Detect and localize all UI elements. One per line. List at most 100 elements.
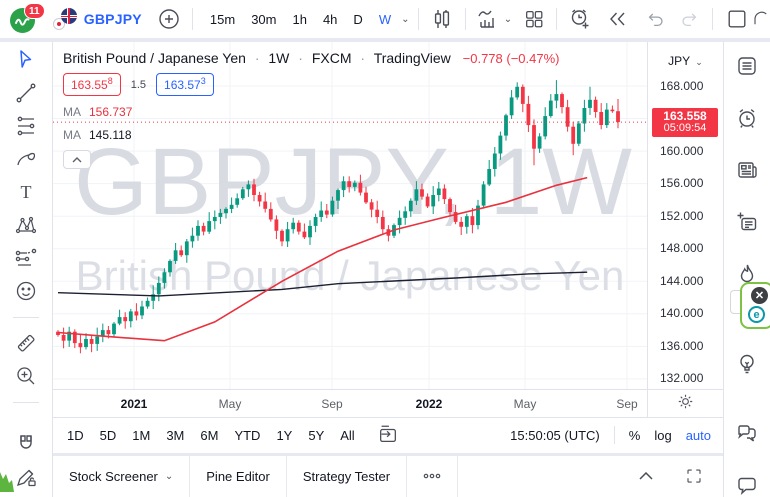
- fullscreen-button[interactable]: [722, 4, 752, 34]
- compare-add-button[interactable]: [156, 4, 183, 34]
- ask-price[interactable]: 163.573: [156, 73, 214, 96]
- chart-legend: British Pound / Japanese Yen · 1W · FXCM…: [63, 50, 560, 169]
- bar-replay-button[interactable]: [603, 4, 630, 34]
- tools-divider: [13, 402, 39, 404]
- last-price-label: 163.558 05:09:54: [652, 108, 718, 138]
- legend-collapse-button[interactable]: [63, 150, 91, 169]
- hotlist-flame-icon[interactable]: [733, 262, 761, 286]
- panel-collapse-button[interactable]: [631, 461, 661, 491]
- magnet-tool[interactable]: [12, 431, 40, 456]
- eset-protection-popup[interactable]: ✕ e: [740, 282, 770, 329]
- data-window-icon[interactable]: [733, 210, 761, 234]
- range-1m[interactable]: 1M: [132, 427, 151, 443]
- notification-badge: 11: [24, 3, 45, 19]
- price-tick-label: 132.000: [660, 371, 704, 386]
- percent-scale-button[interactable]: %: [628, 427, 641, 443]
- cursor-tool[interactable]: [12, 48, 40, 73]
- zoom-in-tool[interactable]: [12, 363, 40, 388]
- close-icon[interactable]: ✕: [751, 287, 768, 304]
- timeframe-D[interactable]: D: [353, 11, 363, 27]
- symbol-flags-icon: [53, 7, 77, 31]
- watchlist-icon[interactable]: [733, 54, 761, 78]
- go-to-date-button[interactable]: [373, 420, 403, 450]
- symbol-header[interactable]: British Pound / Japanese Yen · 1W · FXCM…: [63, 50, 560, 66]
- forecast-tool[interactable]: [12, 246, 40, 271]
- indicators-button[interactable]: [475, 4, 502, 34]
- symbol-title[interactable]: British Pound / Japanese Yen: [63, 50, 246, 66]
- timeframe-4h[interactable]: 4h: [322, 11, 338, 27]
- ideas-lightbulb-icon[interactable]: [733, 352, 761, 376]
- symbol-button[interactable]: GBPJPY: [83, 11, 142, 27]
- log-scale-button[interactable]: log: [654, 427, 672, 443]
- tab-strategy-tester[interactable]: Strategy Tester: [287, 455, 408, 497]
- timeframe-15m[interactable]: 15m: [209, 11, 236, 27]
- range-button-group: 1D 5D 1M 3M 6M YTD 1Y 5Y All: [67, 428, 371, 443]
- range-all[interactable]: All: [340, 427, 355, 443]
- news-icon[interactable]: [733, 158, 761, 182]
- undo-button[interactable]: [643, 4, 670, 34]
- toolbar-divider: [0, 38, 770, 42]
- alert-create-button[interactable]: [566, 4, 593, 34]
- price-tick-label: 156.000: [660, 176, 704, 191]
- price-tick-label: 136.000: [660, 338, 704, 353]
- range-1y[interactable]: 1Y: [276, 427, 293, 443]
- timeframe-30m[interactable]: 30m: [251, 11, 277, 27]
- timeframe-1h[interactable]: 1h: [292, 11, 307, 27]
- range-ytd[interactable]: YTD: [234, 427, 261, 443]
- range-5y[interactable]: 5Y: [308, 427, 325, 443]
- left-drawing-toolbar: T: [0, 42, 53, 497]
- timeframe-W[interactable]: W: [378, 11, 392, 27]
- site-logo[interactable]: 11: [10, 3, 45, 34]
- price-axis[interactable]: JPY ⌄ 163.558 05:09:54 168.000 160.000 156…: [647, 42, 723, 417]
- bottom-range-toolbar: 1D 5D 1M 3M 6M YTD 1Y 5Y All 15:50:05 (UTC) % lo…: [53, 417, 723, 453]
- text-tool[interactable]: T: [12, 180, 40, 205]
- tab-stock-screener[interactable]: Stock Screener ⌄: [53, 455, 191, 497]
- range-6m[interactable]: 6M: [200, 427, 219, 443]
- bar-countdown: 05:09:54: [663, 122, 707, 135]
- bid-price[interactable]: 163.558: [63, 73, 121, 96]
- chart-pane[interactable]: GBPJPY, 1W British Pound / Japanese Yen B…: [53, 42, 647, 389]
- ruler-tool[interactable]: [12, 330, 40, 355]
- redo-button[interactable]: [676, 4, 703, 34]
- uk-flag-icon: [60, 8, 77, 24]
- alerts-icon[interactable]: [733, 106, 761, 130]
- xabcd-pattern-tool[interactable]: [12, 213, 40, 238]
- drawing-lock-tool[interactable]: [12, 464, 40, 489]
- ma-indicator-2[interactable]: MA 145.118: [63, 128, 132, 142]
- layout-grid-button[interactable]: [520, 4, 547, 34]
- public-chat-icon[interactable]: [733, 422, 761, 446]
- auto-scale-button[interactable]: auto: [685, 427, 711, 443]
- time-axis[interactable]: 2021 May Sep 2022 May Sep: [53, 389, 647, 417]
- timeframe-group: 15m 30m 1h 4h D W: [202, 12, 399, 27]
- range-5d[interactable]: 5D: [99, 427, 117, 443]
- ma-indicator-1[interactable]: MA 156.737: [63, 105, 133, 119]
- clock-utc[interactable]: 15:50:05 (UTC): [510, 427, 600, 443]
- axis-currency-toggle[interactable]: JPY ⌄: [668, 54, 703, 68]
- range-3m[interactable]: 3M: [166, 427, 185, 443]
- toolbar-separator: [712, 8, 714, 30]
- bottom-panel-tabs: Stock Screener ⌄ Pine Editor Strategy Tes…: [53, 455, 723, 497]
- snapshot-camera-icon[interactable]: [752, 4, 770, 34]
- more-tabs-button[interactable]: [407, 455, 459, 497]
- eset-logo-icon: e: [748, 306, 765, 323]
- price-tick-label: 160.000: [660, 143, 704, 158]
- panel-maximize-button[interactable]: [679, 461, 709, 491]
- tab-pine-editor[interactable]: Pine Editor: [190, 455, 287, 497]
- chart-style-button[interactable]: [428, 4, 455, 34]
- fib-retracement-tool[interactable]: [12, 114, 40, 139]
- time-tick-label: 2022: [415, 397, 443, 411]
- timeframe-chevron-icon[interactable]: ⌄: [401, 13, 410, 25]
- trend-line-tool[interactable]: [12, 81, 40, 106]
- gear-icon[interactable]: [677, 393, 694, 415]
- emoji-tool[interactable]: [12, 278, 40, 303]
- range-1d[interactable]: 1D: [67, 427, 84, 443]
- brush-tool[interactable]: [12, 147, 40, 172]
- toolbar-separator: [418, 8, 420, 30]
- symbol-interval: 1W: [268, 50, 290, 66]
- private-chat-icon[interactable]: [733, 474, 761, 497]
- indicators-chevron-icon[interactable]: ⌄: [503, 13, 513, 25]
- time-tick-label: May: [513, 397, 537, 411]
- price-tick-label: 140.000: [660, 306, 704, 321]
- price-tick-label: 152.000: [660, 208, 704, 223]
